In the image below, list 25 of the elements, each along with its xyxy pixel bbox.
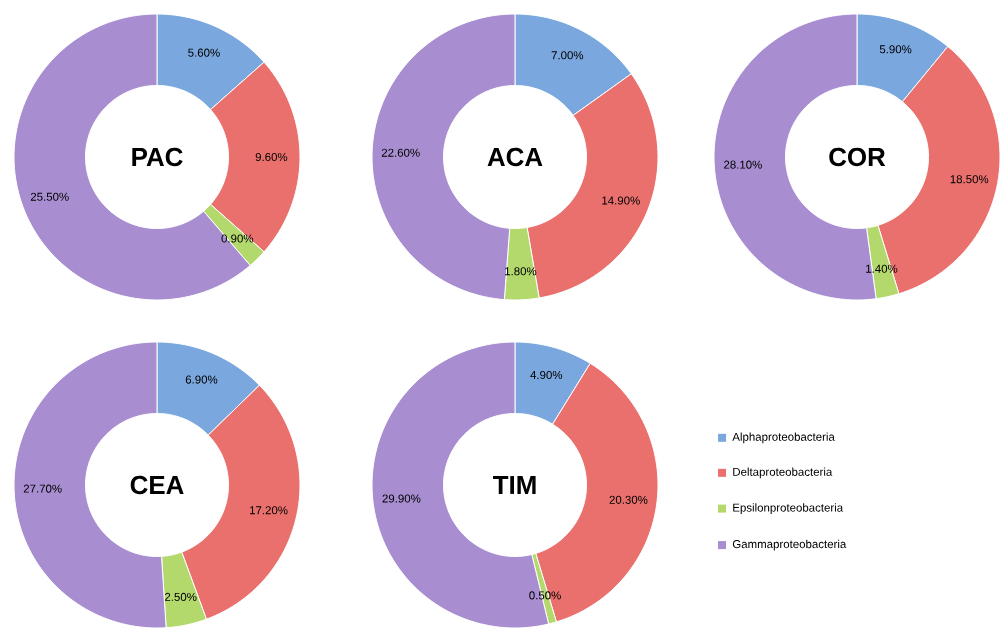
legend-label: Alphaproteobacteria — [732, 432, 835, 444]
legend-label: Deltaproteobacteria — [733, 467, 833, 479]
text: PAC — [132, 147, 183, 167]
data-label: 17.20% — [250, 506, 288, 515]
text: TIM — [493, 476, 536, 494]
data-label: 28.10% — [724, 160, 762, 169]
data-label: 9.60% — [255, 152, 288, 162]
data-label: 7.00% — [551, 51, 584, 60]
data-label: 5.60% — [188, 48, 220, 57]
data-label: 20.30% — [609, 495, 648, 504]
legend-label: Gammaproteobacteria — [732, 539, 847, 551]
text: CEA — [130, 475, 184, 495]
data-label: 2.50% — [164, 592, 197, 601]
data-label: 25.50% — [30, 192, 69, 201]
data-label: 4.90% — [530, 370, 563, 380]
data-label: 14.90% — [602, 196, 640, 205]
text: ACA — [487, 147, 543, 167]
data-label: 29.90% — [382, 494, 421, 503]
data-label: 18.50% — [950, 175, 989, 184]
text: COR — [829, 147, 886, 167]
legend-label: Epsilonproteobacteria — [733, 503, 844, 514]
data-label: 6.90% — [185, 375, 218, 384]
data-label: 22.60% — [381, 148, 420, 157]
data-label: 5.90% — [879, 45, 912, 54]
data-label: 27.70% — [23, 484, 62, 493]
